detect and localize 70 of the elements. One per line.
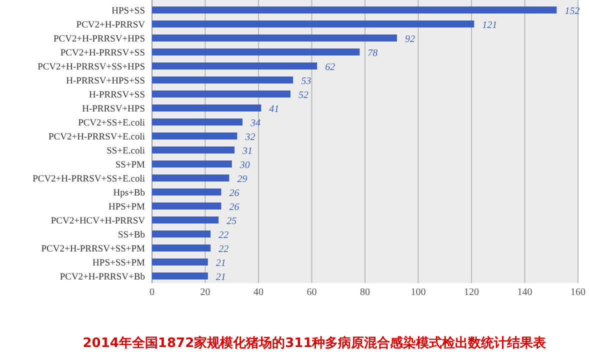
y-tick-label: PCV2+HCV+H-PRRSV <box>50 216 146 226</box>
y-tick-label: H-PRRSV+HPS <box>82 104 145 114</box>
data-label: 32 <box>244 132 256 143</box>
bar <box>152 62 318 70</box>
x-tick-label: 20 <box>200 287 210 298</box>
data-label: 31 <box>242 146 253 157</box>
data-label: 152 <box>564 6 580 17</box>
y-tick-label: SS+Bb <box>118 230 146 240</box>
data-label: 121 <box>482 20 498 31</box>
data-label: 29 <box>237 174 248 185</box>
data-label: 22 <box>218 230 229 241</box>
x-tick-label: 0 <box>150 287 154 298</box>
bar <box>152 230 211 238</box>
x-tick-label: 60 <box>306 287 317 298</box>
y-tick-label: H-PRRSV+HPS+SS <box>66 76 145 86</box>
bar <box>152 132 238 140</box>
x-tick-label: 80 <box>360 287 370 298</box>
data-label: 21 <box>216 272 226 283</box>
data-label: 53 <box>301 76 312 87</box>
data-label: 92 <box>404 34 415 45</box>
x-tick-label: 40 <box>254 287 264 298</box>
y-tick-label: SS+E.coli <box>106 146 146 156</box>
data-label: 78 <box>368 48 378 59</box>
y-tick-label: SS+PM <box>115 160 146 170</box>
y-tick-label: PCV2+H-PRRSV+E.coli <box>48 132 146 142</box>
bar <box>152 202 222 210</box>
bar <box>152 244 211 252</box>
bar <box>152 174 230 182</box>
bar <box>152 258 208 266</box>
y-tick-label: H-PRRSV+SS <box>88 90 145 100</box>
data-label: 30 <box>238 160 250 171</box>
y-tick-label: PCV2+H-PRRSV+SS <box>60 48 145 58</box>
bar <box>152 188 222 196</box>
bar <box>152 20 474 28</box>
data-label: 34 <box>250 118 261 129</box>
bar <box>152 104 262 112</box>
bar <box>152 6 557 14</box>
y-tick-label: PCV2+H-PRRSV+SS+E.coli <box>32 174 146 184</box>
bar <box>152 48 360 56</box>
bar <box>152 90 290 98</box>
x-tick-label: 100 <box>410 287 426 298</box>
bar <box>152 76 294 84</box>
y-tick-label: PCV2+H-PRRSV <box>76 20 146 30</box>
bar <box>152 216 219 224</box>
bar <box>152 118 243 126</box>
y-tick-label: PCV2+H-PRRSV+SS+HPS <box>38 62 145 72</box>
y-tick-label: Hps+Bb <box>113 188 146 198</box>
y-tick-label: PCV2+SS+E.coli <box>78 118 146 128</box>
data-label: 22 <box>218 244 229 255</box>
x-tick-label: 120 <box>464 287 479 298</box>
y-tick-label: PCV2+H-PRRSV+HPS <box>54 34 145 44</box>
data-label: 52 <box>298 90 308 101</box>
bar <box>152 272 208 280</box>
x-tick-label: 140 <box>517 287 532 298</box>
y-tick-label: HPS+PM <box>108 202 146 212</box>
x-tick-label: 160 <box>570 287 586 298</box>
bar <box>152 146 235 154</box>
data-label: 25 <box>226 216 237 227</box>
data-label: 62 <box>325 62 336 73</box>
text: 2014年全国1872家规模化猪场的311种多病原混合感染模式检出数统计结果表 <box>82 335 548 351</box>
bar <box>152 34 397 42</box>
data-label: 26 <box>229 188 240 199</box>
y-tick-label: HPS+SS+PM <box>92 258 146 268</box>
bar <box>152 160 232 168</box>
y-tick-label: PCV2+H-PRRSV+SS+PM <box>41 244 146 254</box>
data-label: 21 <box>216 258 226 269</box>
y-tick-label: HPS+SS <box>112 6 145 16</box>
y-tick-label: PCV2+H-PRRSV+Bb <box>60 272 146 282</box>
data-label: 41 <box>269 104 280 115</box>
data-label: 26 <box>229 202 240 213</box>
